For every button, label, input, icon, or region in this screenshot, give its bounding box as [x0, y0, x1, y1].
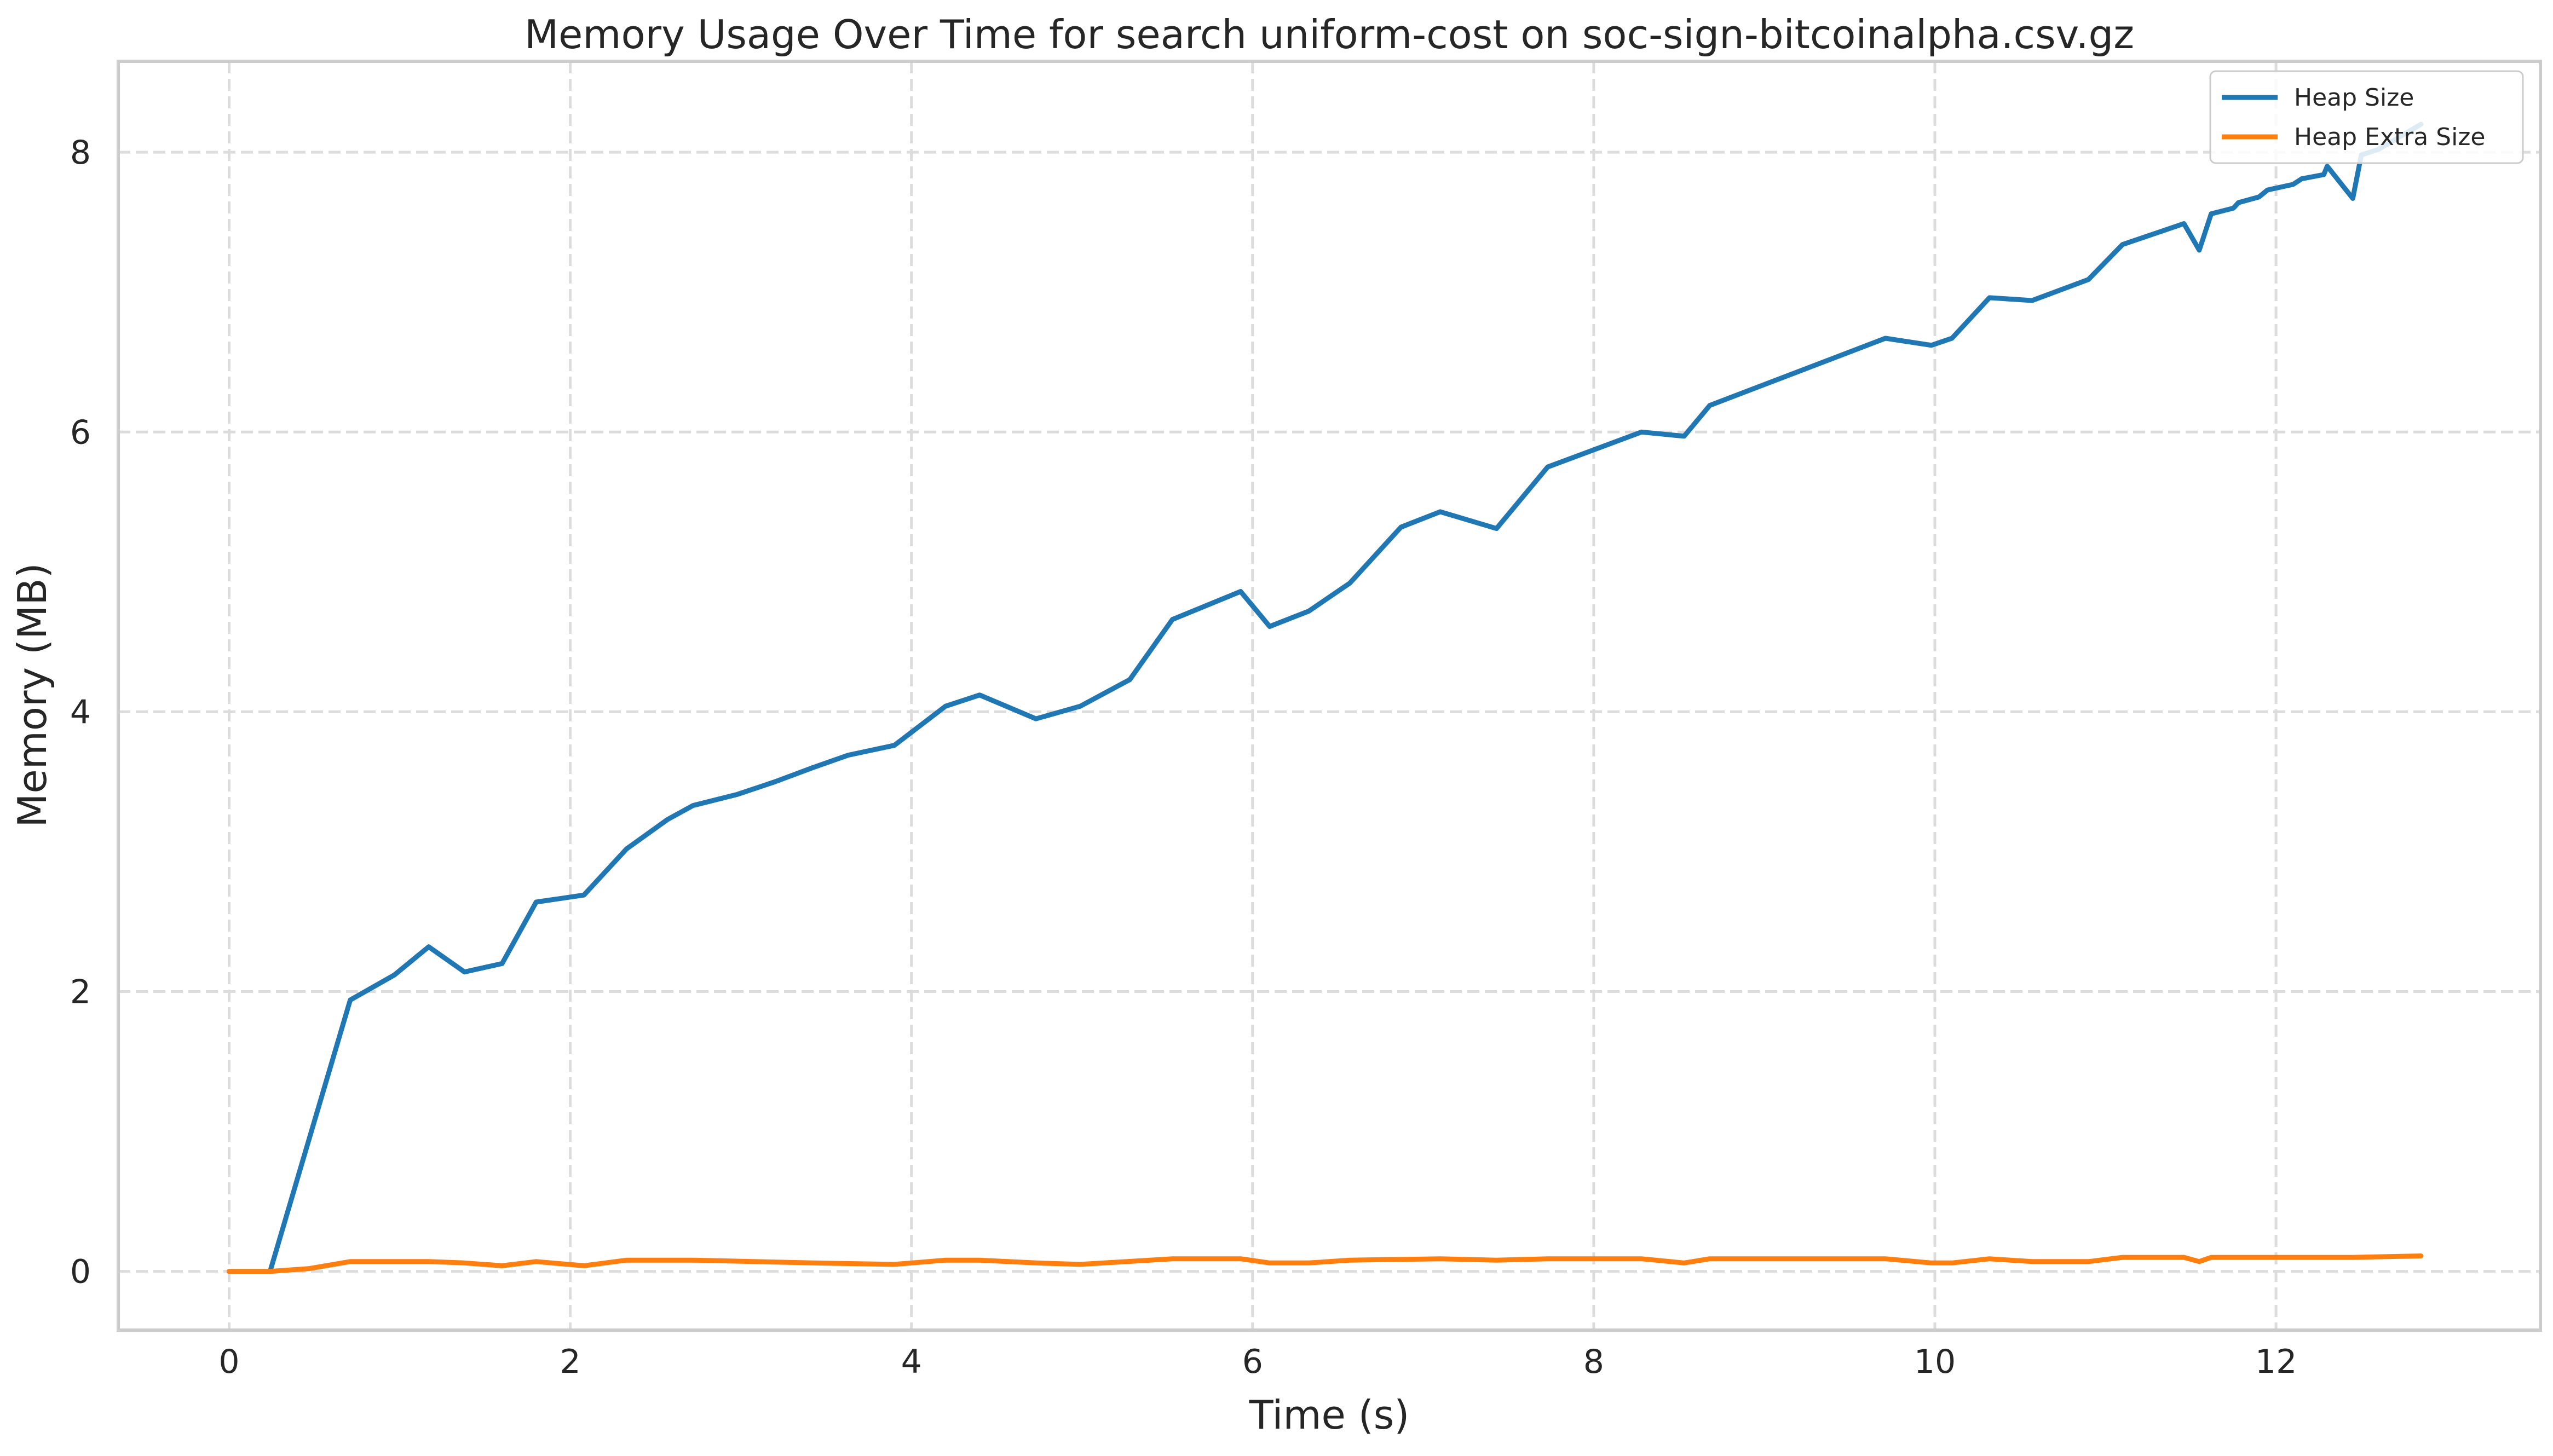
y-tick-label: 8 [70, 134, 91, 172]
x-tick-label: 12 [2255, 1343, 2297, 1381]
series-layer [227, 122, 2424, 1274]
chart-title: Memory Usage Over Time for search unifor… [525, 11, 2134, 57]
y-tick-label: 4 [70, 693, 91, 731]
tick-layer: 0 2 4 6 8 10 12 0 2 4 6 8 [70, 134, 2297, 1381]
x-tick-label: 2 [560, 1343, 581, 1381]
legend: Heap Size Heap Extra Size [2209, 70, 2524, 164]
x-tick-label: 4 [901, 1343, 922, 1381]
series-line-heap-extra-size [227, 1253, 2424, 1274]
x-tick-label: 6 [1242, 1343, 1263, 1381]
plot-frame [117, 60, 2542, 1332]
x-tick-label: 0 [218, 1343, 239, 1381]
grid-layer [118, 61, 2540, 1330]
y-tick-label: 2 [70, 973, 91, 1012]
series-line-heap-size [227, 122, 2424, 1274]
y-axis-label: Memory (MB) [9, 563, 55, 827]
x-tick-label: 8 [1583, 1343, 1604, 1381]
y-tick-label: 6 [70, 413, 91, 452]
legend-label-heap-extra-size: Heap Extra Size [2294, 123, 2486, 151]
x-axis-label: Time (s) [1249, 1392, 1410, 1438]
y-tick-label: 0 [70, 1253, 91, 1291]
x-tick-label: 10 [1914, 1343, 1956, 1381]
legend-box [2209, 70, 2524, 164]
legend-label-heap-size: Heap Size [2294, 84, 2414, 112]
